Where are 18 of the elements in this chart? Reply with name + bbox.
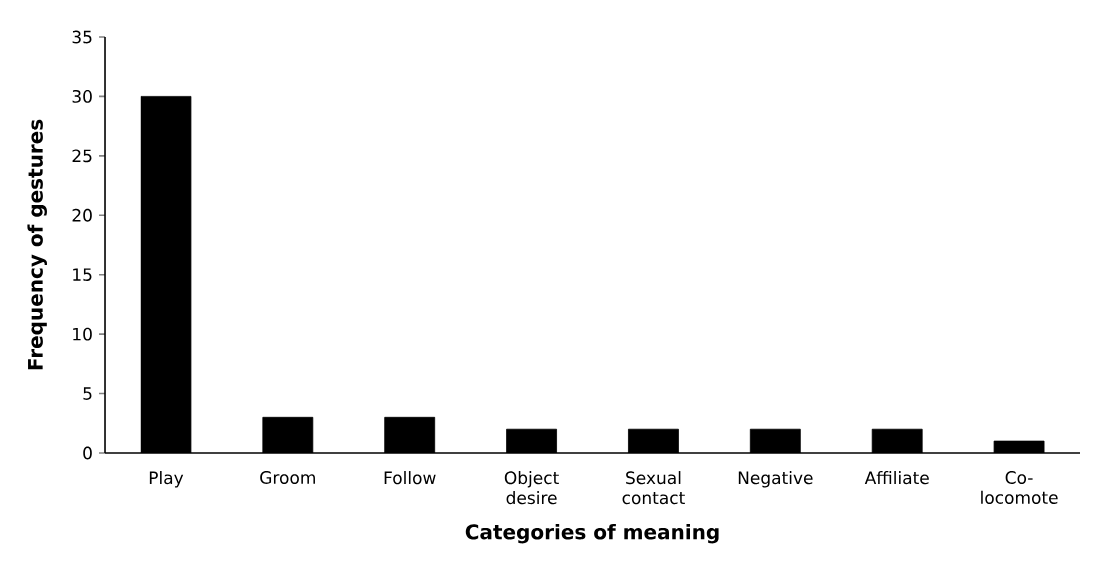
y-tick-label: 15 [73,268,92,282]
y-tick-label: 0 [83,446,92,460]
x-tick-label: Object desire [504,471,559,505]
y-tick-label: 20 [72,208,92,222]
x-tick-label: Follow [384,471,436,485]
y-tick-label: 10 [73,327,92,341]
x-tick-label: Play [149,471,184,488]
x-tick-label: Co-locomote [981,471,1058,504]
y-axis-title: Frequency of gestures [27,119,47,370]
x-tick-label: Negative [738,471,813,488]
y-tick-label: 35 [72,30,92,44]
y-tick-label: 30 [72,89,92,103]
x-tick-label: Affiliate [864,471,929,485]
y-tick-label: 5 [83,387,92,400]
x-tick-label: Sexual contact [622,471,685,505]
x-axis-title: Categories of meaning [465,523,719,544]
y-tick-label: 25 [72,149,92,163]
x-tick-label: Groom [260,471,315,484]
